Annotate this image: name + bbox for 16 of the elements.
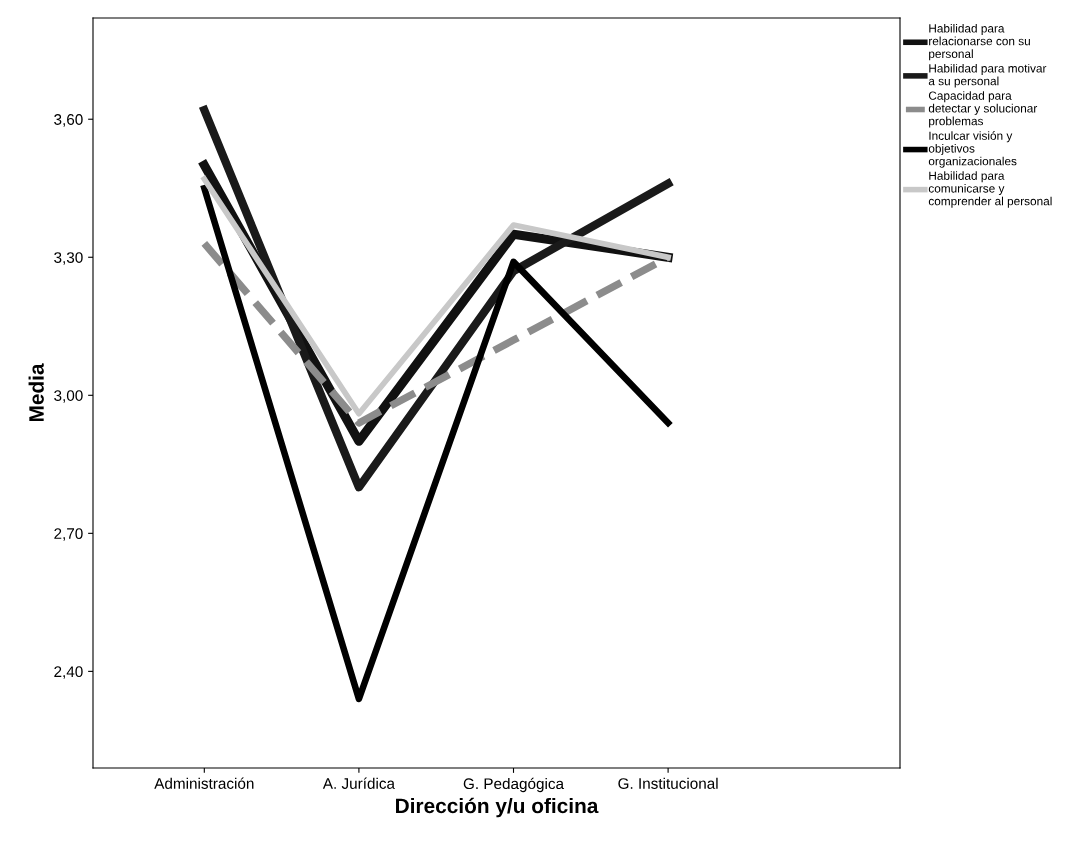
y-tick-label: 3,00 [54, 390, 83, 403]
x-tick-label: Administración [154, 777, 254, 789]
legend-label: Habilidad para relacionarse con su personal [929, 23, 1030, 61]
y-tick-label: 3,60 [54, 114, 83, 127]
y-axis-title: Media [28, 363, 44, 422]
y-tick-label: 2,70 [54, 528, 83, 541]
y-tick-label: 3,30 [54, 252, 83, 265]
legend-label: Habilidad para motivar a su personal [928, 63, 1047, 88]
legend-label: Inculcar visión y objetivos organizacionales [928, 131, 1017, 168]
x-tick-label: A. Jurídica [322, 777, 395, 789]
y-tick-label: 2,40 [54, 666, 83, 679]
x-tick-label: G. Pedagógica [463, 777, 565, 793]
x-tick-label: G. Institucional [618, 777, 718, 789]
x-axis-title: Dirección y/u oficina [396, 797, 599, 818]
legend-label: Habilidad para comunicarse y comprender al personal [928, 171, 1052, 208]
legend-label: Capacidad para detectar y solucionar problemas [928, 91, 1038, 128]
